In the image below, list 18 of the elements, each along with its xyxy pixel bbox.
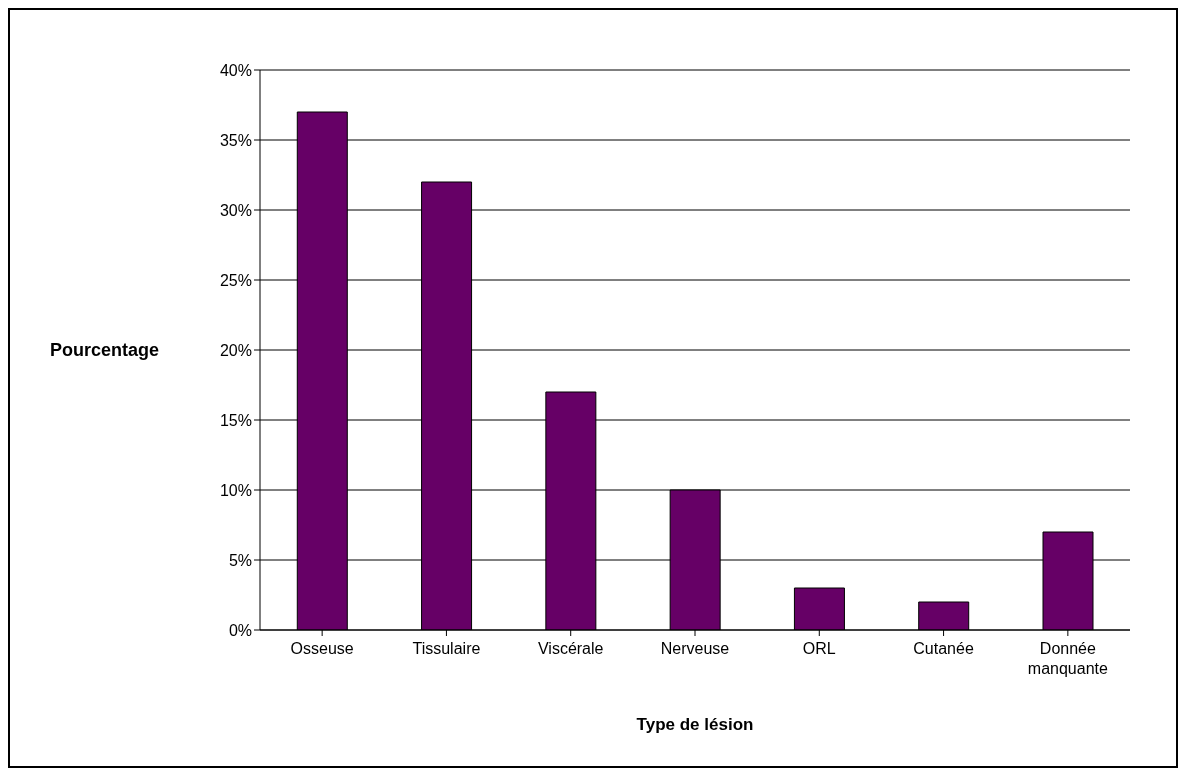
- x-axis-title: Type de lésion: [636, 715, 754, 734]
- x-tick-label: Nerveuse: [660, 640, 730, 657]
- y-tick-label: 10%: [219, 481, 252, 499]
- y-tick-label: 5%: [228, 551, 252, 569]
- y-axis-title: Pourcentage: [50, 340, 160, 361]
- y-tick-label: 0%: [228, 621, 252, 639]
- y-tick-label: 20%: [219, 341, 252, 359]
- y-tick-label: 25%: [219, 271, 252, 289]
- x-tick-label: Viscérale: [537, 640, 604, 657]
- x-tick-label: Tissulaire: [412, 640, 481, 657]
- y-tick-label: 15%: [219, 411, 252, 429]
- y-tick-label: 35%: [219, 131, 252, 149]
- x-tick-label: Cutanée: [913, 640, 974, 657]
- x-tick-label: ORL: [802, 640, 836, 657]
- y-tick-label: 40%: [219, 61, 252, 79]
- x-tick-label: Donnée manquante: [1027, 640, 1108, 677]
- x-tick-label: Osseuse: [290, 640, 354, 657]
- y-tick-label: 30%: [219, 201, 252, 219]
